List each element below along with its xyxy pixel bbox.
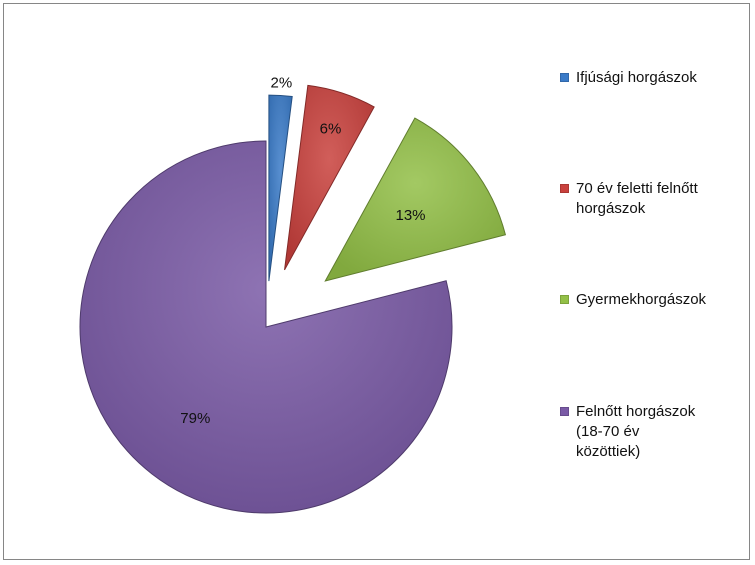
legend-item-ifjusagi: Ifjúsági horgászok	[560, 68, 697, 88]
legend-label-ifjusagi: Ifjúsági horgászok	[576, 69, 697, 86]
pie-chart: 2% 6% 13% 79%	[79, 74, 507, 514]
legend-item-felnott: Felnőtt horgászok (18-70 év közöttiek)	[560, 402, 695, 462]
legend-swatch-ifjusagi	[560, 73, 569, 82]
pie-slice-70-ev-feletti	[284, 84, 375, 271]
legend-item-70-ev-feletti: 70 év feletti felnőtt horgászok	[560, 179, 698, 219]
data-label-70-ev-feletti: 6%	[320, 120, 342, 137]
legend-swatch-gyermek	[560, 295, 569, 304]
legend-swatch-70-ev-feletti	[560, 184, 569, 193]
legend-swatch-felnott	[560, 407, 569, 416]
data-label-gyermek: 13%	[395, 207, 425, 224]
legend-item-gyermek: Gyermekhorgászok	[560, 290, 706, 310]
legend-label-felnott: Felnőtt horgászok (18-70 év közöttiek)	[576, 403, 696, 460]
data-label-felnott: 79%	[180, 410, 210, 427]
pie-slice-ifjusagi	[268, 94, 293, 282]
pie-slice-felnott	[79, 140, 453, 514]
legend-label-70-ev-feletti: 70 év feletti felnőtt horgászok	[576, 180, 698, 217]
legend-label-gyermek: Gyermekhorgászok	[576, 291, 707, 308]
data-label-ifjusagi: 2%	[271, 74, 293, 91]
chart-area: 2% 6% 13% 79% Ifjúsági horgászok 70 év fele…	[3, 3, 750, 560]
pie-slice-gyermek	[324, 117, 507, 282]
